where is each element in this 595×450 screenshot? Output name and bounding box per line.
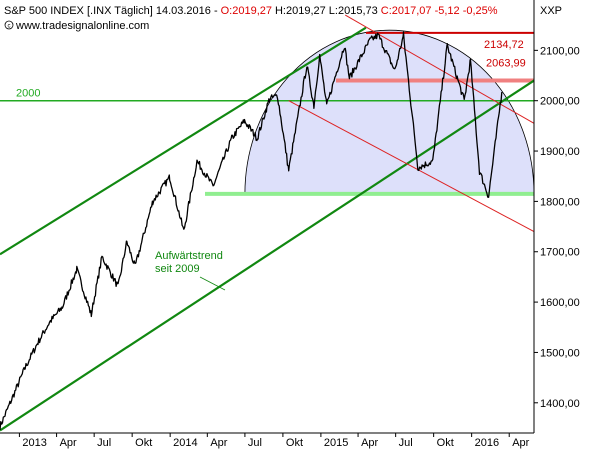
y-tick-label: 1800,00 xyxy=(540,196,580,208)
x-tick-label: Okt xyxy=(286,437,303,449)
svg-text:c: c xyxy=(8,24,11,30)
ohlc-hl: H:2019,27 L:2015,73 xyxy=(275,5,378,17)
y-tick-label: 1700,00 xyxy=(540,247,580,259)
symbol-label: XXP xyxy=(540,5,562,17)
x-tick-label: Jul xyxy=(399,437,413,449)
x-tick-label: 2016 xyxy=(475,437,499,449)
x-tick-label: 2015 xyxy=(324,437,348,449)
y-tick-label: 1600,00 xyxy=(540,297,580,309)
x-tick-label: Jul xyxy=(248,437,262,449)
annotation-pointer xyxy=(199,276,226,291)
trend-annotation-line2: seit 2009 xyxy=(155,263,200,275)
price-series xyxy=(0,31,503,431)
uptrend-lower-line xyxy=(0,79,535,432)
trend-lines xyxy=(0,14,535,432)
dome-layer xyxy=(244,30,535,195)
y-tick-label: 1500,00 xyxy=(540,347,580,359)
ohlc-close: C:2017,07 -5,12 -0,25% xyxy=(381,5,498,17)
level-label-2063: 2063,99 xyxy=(486,58,526,70)
y-tick-label: 2000,00 xyxy=(540,96,580,108)
downtrend-upper-line xyxy=(345,14,535,124)
level-label-2134: 2134,72 xyxy=(484,39,524,51)
level-label-2000: 2000 xyxy=(16,88,40,100)
uptrend-upper-line xyxy=(0,26,367,256)
trend-annotation: Aufwärtstrend xyxy=(155,250,223,262)
horizontal-lines: 2000 2063,99 2134,72 xyxy=(0,31,534,196)
chart-title: S&P 500 INDEX [.INX Täglich] 14.03.2016 … xyxy=(4,5,498,17)
x-tick-label: Apr xyxy=(361,437,378,449)
x-tick-label: Okt xyxy=(135,437,152,449)
x-tick-label: Apr xyxy=(512,437,529,449)
x-tick-label: 2014 xyxy=(173,437,197,449)
x-axis: 2013 Apr Jul Okt 2014 Apr Jul Okt 2015 Apr Jul Okt 2… xyxy=(18,433,530,449)
y-axis: 1400,00 1500,00 1600,00 1700,00 1800,00 1900,… xyxy=(534,45,580,410)
x-tick-label: Apr xyxy=(210,437,227,449)
chart-header: S&P 500 INDEX [.INX Täglich] 14.03.2016 … xyxy=(4,5,562,32)
x-tick-label: 2013 xyxy=(22,437,46,449)
website-label: www.tradesignalonline.com xyxy=(15,20,149,32)
chart-labels: Aufwärtstrend seit 2009 xyxy=(155,250,223,275)
price-line xyxy=(0,31,503,431)
x-tick-label: Okt xyxy=(437,437,454,449)
rounding-top-dome xyxy=(244,30,535,195)
y-tick-label: 2100,00 xyxy=(540,45,580,57)
title-text: S&P 500 INDEX [.INX Täglich] 14.03.2016 … xyxy=(4,5,218,17)
x-tick-label: Jul xyxy=(97,437,111,449)
x-tick-label: Apr xyxy=(60,437,77,449)
ohlc-open: O:2019,27 xyxy=(221,5,272,17)
copyright-icon: c xyxy=(4,20,14,30)
plot-frame xyxy=(0,0,535,434)
y-tick-label: 1400,00 xyxy=(540,398,580,410)
y-tick-label: 1900,00 xyxy=(540,146,580,158)
downtrend-lower-line xyxy=(288,100,535,233)
